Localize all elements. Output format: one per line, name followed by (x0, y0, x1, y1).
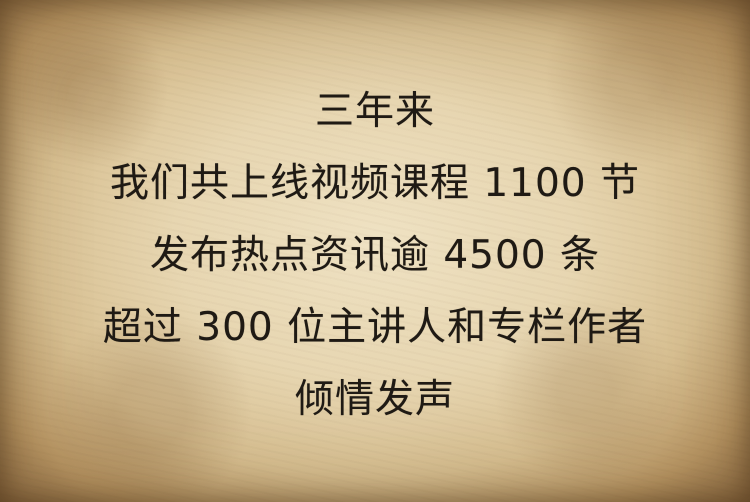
message-line-2: 我们共上线视频课程 1100 节 (109, 161, 641, 206)
message-line-3: 发布热点资讯逾 4500 条 (149, 233, 601, 278)
message-line-1: 三年来 (314, 89, 435, 134)
message-line-5: 倾情发声 (294, 377, 455, 422)
message-block: 三年来 我们共上线视频课程 1100 节 发布热点资讯逾 4500 条 超过 3… (0, 76, 750, 436)
message-line-4: 超过 300 位主讲人和专栏作者 (102, 305, 648, 350)
